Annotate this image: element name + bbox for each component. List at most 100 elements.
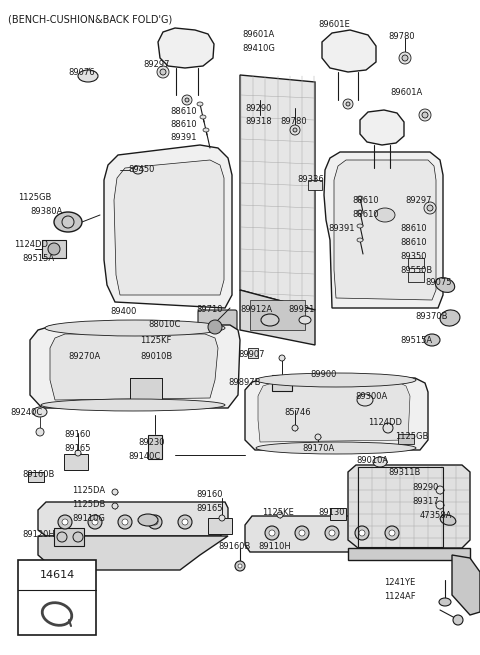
Circle shape [62, 216, 74, 228]
Circle shape [112, 503, 118, 509]
Polygon shape [38, 502, 228, 536]
Ellipse shape [45, 320, 225, 336]
Bar [398, 434, 414, 444]
Circle shape [402, 55, 408, 61]
Bar [272, 375, 292, 391]
Circle shape [292, 425, 298, 431]
Circle shape [118, 515, 132, 529]
Circle shape [399, 52, 411, 64]
Circle shape [422, 112, 428, 118]
Circle shape [112, 489, 118, 495]
Bar [54, 528, 84, 546]
Text: 88010C: 88010C [148, 320, 180, 329]
Text: 89290: 89290 [412, 483, 438, 492]
Text: 88610: 88610 [352, 196, 379, 205]
Bar [148, 435, 162, 459]
Text: 89450: 89450 [128, 165, 155, 174]
Ellipse shape [435, 278, 455, 292]
Circle shape [48, 243, 60, 255]
Circle shape [62, 519, 68, 525]
Ellipse shape [55, 608, 65, 616]
Circle shape [419, 109, 431, 121]
Ellipse shape [256, 442, 416, 454]
Text: 85746: 85746 [284, 408, 311, 417]
Text: 89318: 89318 [245, 117, 272, 126]
Polygon shape [114, 160, 224, 295]
Text: 89290: 89290 [245, 104, 271, 113]
Polygon shape [245, 378, 428, 450]
Text: 89075: 89075 [425, 278, 452, 287]
Text: 89900: 89900 [310, 370, 336, 379]
Bar [358, 467, 443, 547]
Text: 89601A: 89601A [390, 88, 422, 97]
Circle shape [453, 615, 463, 625]
Text: 1124DD: 1124DD [368, 418, 402, 427]
Text: 89780: 89780 [388, 32, 415, 41]
Text: 89165: 89165 [196, 504, 223, 513]
Text: 89350: 89350 [400, 252, 427, 261]
Text: 1124DD: 1124DD [14, 240, 48, 249]
Text: 89370B: 89370B [415, 312, 447, 321]
Text: 89710: 89710 [196, 305, 223, 314]
Ellipse shape [375, 208, 395, 222]
Text: 89160: 89160 [64, 430, 91, 439]
Text: 1125GB: 1125GB [395, 432, 428, 441]
Circle shape [389, 530, 395, 536]
Text: 88610: 88610 [170, 120, 197, 129]
Text: 89311B: 89311B [388, 468, 420, 477]
Ellipse shape [299, 316, 311, 324]
Circle shape [293, 128, 297, 132]
Text: 88610: 88610 [352, 210, 379, 219]
Ellipse shape [440, 310, 460, 326]
Bar [308, 180, 322, 190]
Circle shape [279, 355, 285, 361]
Polygon shape [334, 160, 436, 300]
FancyBboxPatch shape [198, 310, 237, 344]
Text: 89907: 89907 [238, 350, 264, 359]
Circle shape [325, 526, 339, 540]
Text: 89300A: 89300A [355, 392, 387, 401]
Text: 89391: 89391 [170, 133, 196, 142]
Text: 47358A: 47358A [420, 511, 452, 520]
Circle shape [92, 519, 98, 525]
Ellipse shape [357, 238, 363, 242]
Polygon shape [38, 536, 228, 570]
Circle shape [424, 202, 436, 214]
Circle shape [160, 69, 166, 75]
Bar [28, 472, 44, 482]
Circle shape [185, 98, 189, 102]
Circle shape [346, 102, 350, 106]
Text: 1125DB: 1125DB [72, 500, 106, 509]
Text: 1125GB: 1125GB [18, 193, 51, 202]
Text: 89515A: 89515A [400, 336, 432, 345]
Text: 88610: 88610 [170, 107, 197, 116]
Text: 89297: 89297 [143, 60, 169, 69]
Polygon shape [258, 382, 410, 442]
Text: 89160: 89160 [196, 490, 223, 499]
Text: 89912A: 89912A [240, 305, 272, 314]
Text: 1125DA: 1125DA [72, 486, 105, 495]
Circle shape [208, 320, 222, 334]
Circle shape [57, 532, 67, 542]
Circle shape [88, 515, 102, 529]
Ellipse shape [357, 196, 363, 200]
Circle shape [436, 486, 444, 494]
Text: 89130: 89130 [318, 508, 345, 517]
Ellipse shape [261, 314, 279, 326]
Text: 14614: 14614 [39, 570, 74, 580]
Text: 89160B: 89160B [22, 470, 54, 479]
Circle shape [436, 501, 444, 509]
Bar [18, 560, 96, 635]
Circle shape [238, 564, 242, 568]
Bar [250, 300, 305, 330]
Polygon shape [324, 152, 443, 308]
Text: 89336: 89336 [297, 175, 324, 184]
Text: 89921: 89921 [288, 305, 314, 314]
Circle shape [36, 428, 44, 436]
Polygon shape [360, 110, 404, 145]
Ellipse shape [78, 70, 98, 82]
Polygon shape [348, 548, 470, 560]
Ellipse shape [197, 102, 203, 106]
Text: 89110G: 89110G [72, 514, 105, 523]
Polygon shape [104, 145, 232, 308]
